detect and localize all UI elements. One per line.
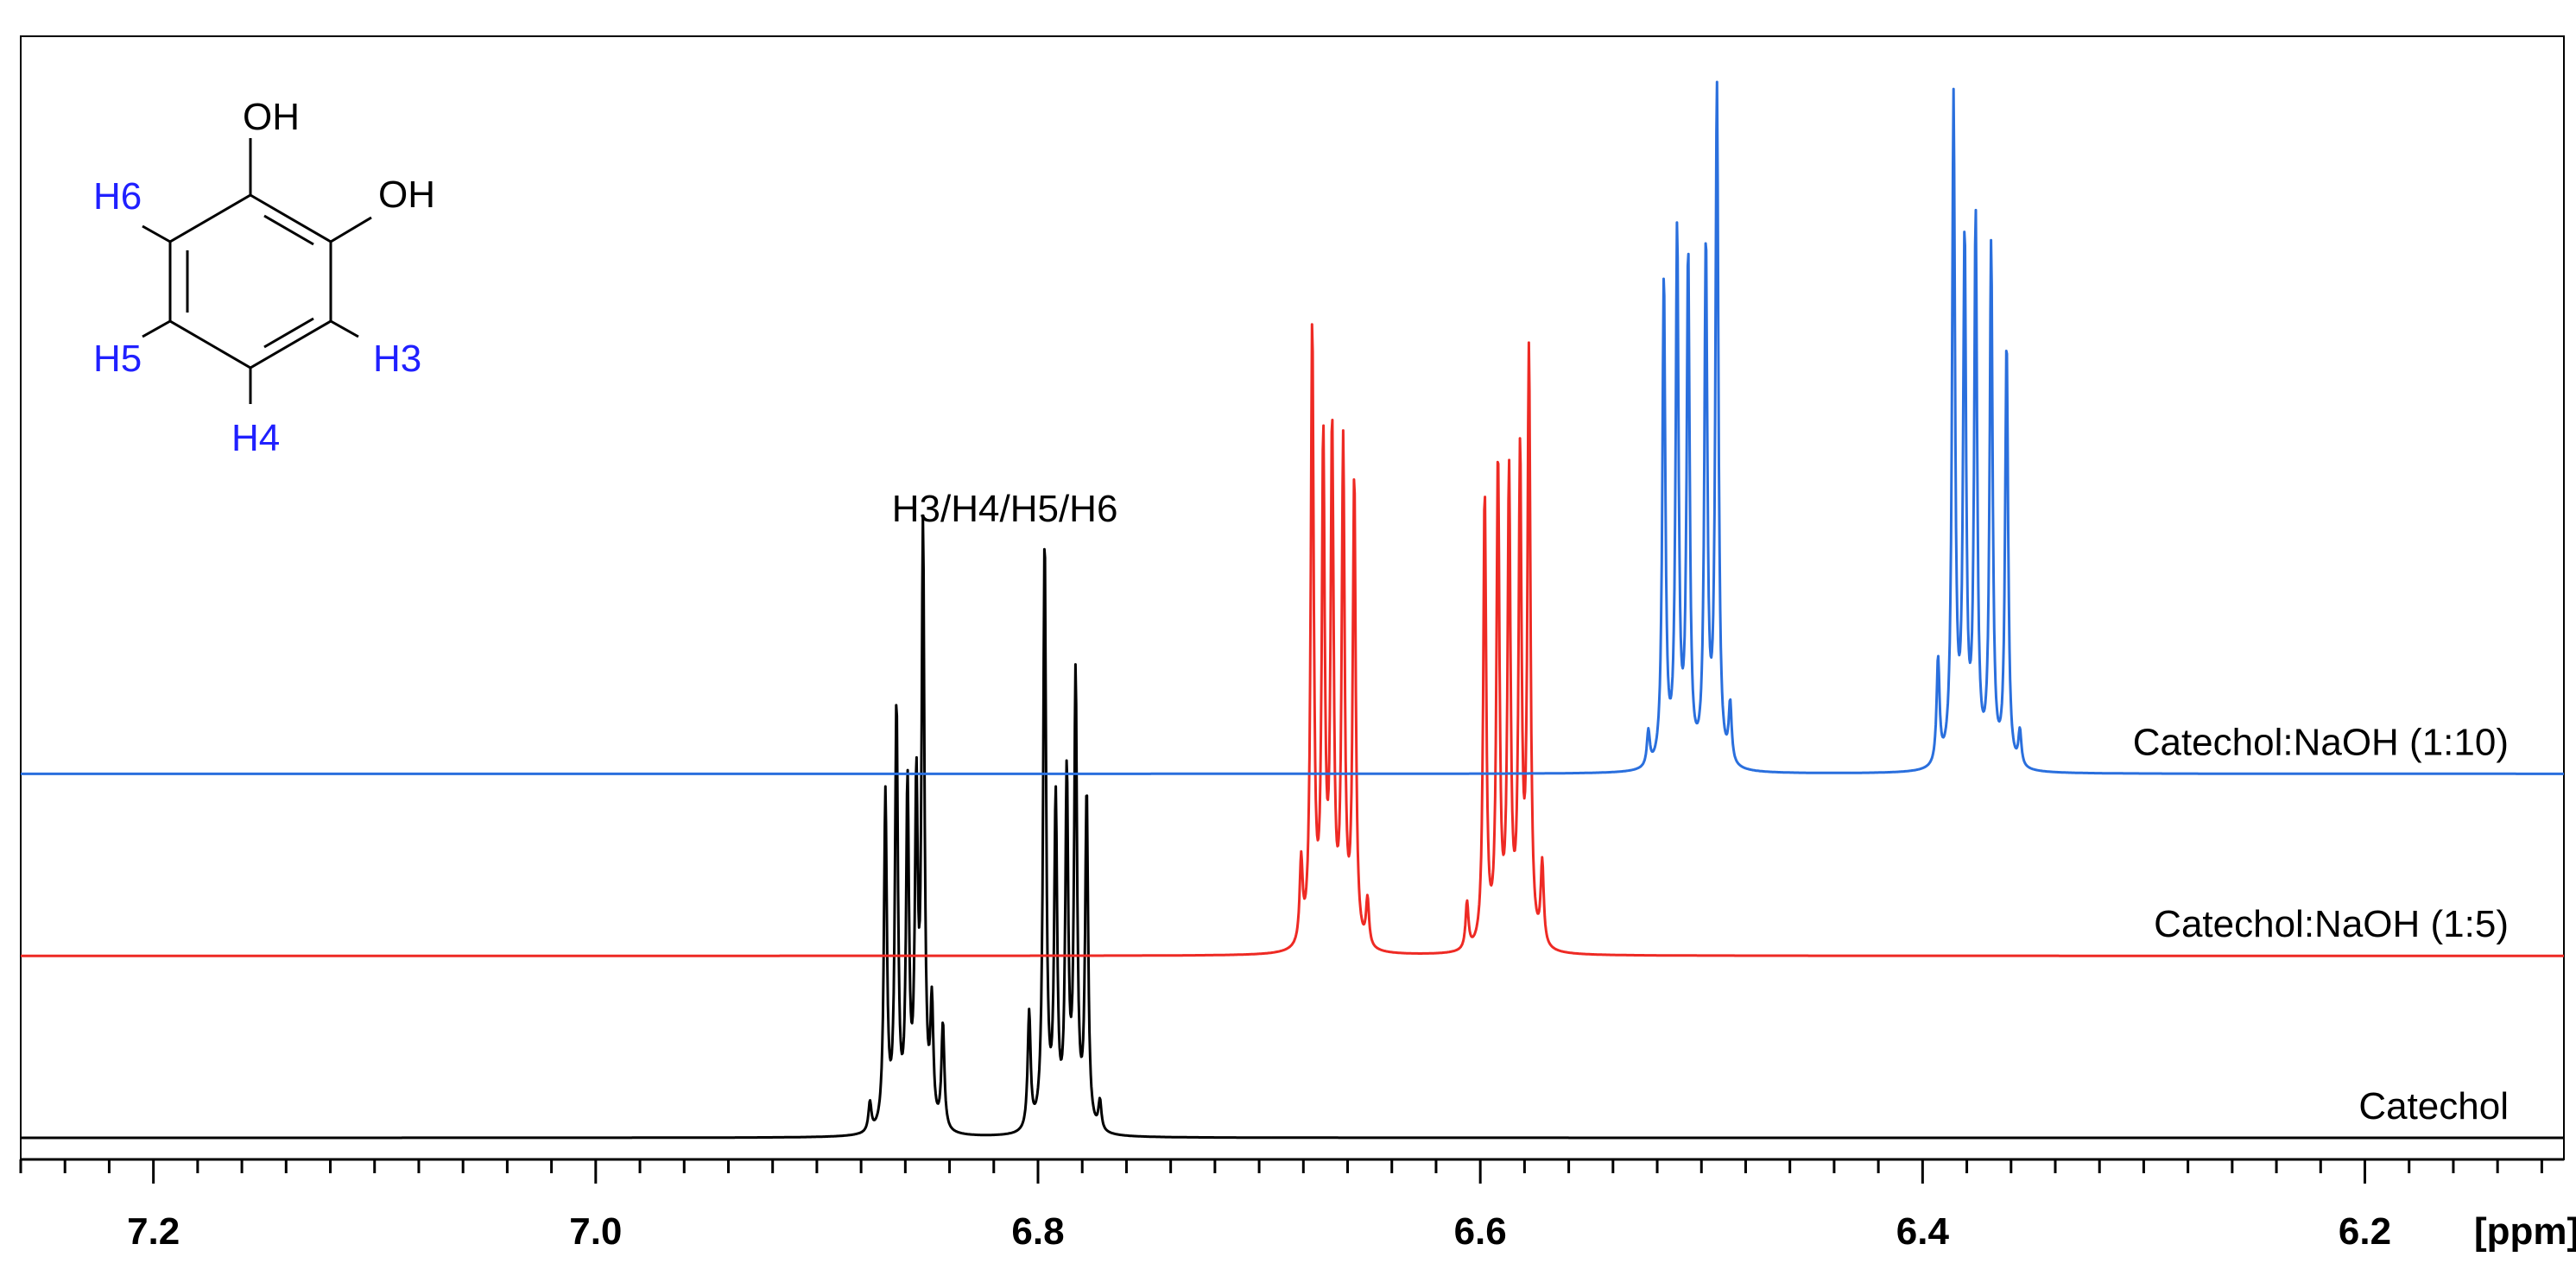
x-tick-label: 6.8 bbox=[1011, 1210, 1064, 1253]
h6-label: H6 bbox=[93, 175, 142, 218]
x-tick-label: 6.2 bbox=[2339, 1210, 2391, 1253]
x-axis-ticks: 7.2 7.0 6.8 6.6 6.4 6.2 bbox=[19, 1159, 2543, 1253]
series-labels: Catechol Catechol:NaOH (1:5) Catechol:NaOH… bbox=[2133, 721, 2509, 1127]
series-label: Catechol:NaOH (1:5) bbox=[2154, 903, 2509, 945]
peak-annotation: H3/H4/H5/H6 bbox=[892, 488, 1118, 530]
spectrum-line bbox=[20, 514, 2565, 1140]
series-label: Catechol:NaOH (1:10) bbox=[2133, 721, 2509, 763]
h5-label: H5 bbox=[93, 338, 142, 380]
spectra bbox=[20, 80, 2565, 1140]
x-tick-label: 7.0 bbox=[569, 1210, 622, 1253]
x-tick-label: 6.6 bbox=[1454, 1210, 1507, 1253]
x-axis-unit-label: [ppm] bbox=[2474, 1210, 2576, 1253]
hydroxyl-label-right: OH bbox=[378, 174, 435, 216]
catechol-structure: OH OH H6 H5 H3 H4 bbox=[93, 96, 435, 459]
spectrum-line bbox=[20, 80, 2565, 775]
benzene-ring bbox=[142, 138, 372, 404]
hydroxyl-label-top: OH bbox=[243, 96, 300, 138]
spectrum-line bbox=[20, 323, 2565, 957]
h4-label: H4 bbox=[231, 417, 280, 459]
series-label: Catechol bbox=[2358, 1085, 2509, 1127]
x-tick-label: 7.2 bbox=[127, 1210, 180, 1253]
h3-label: H3 bbox=[373, 338, 421, 380]
x-tick-label: 6.4 bbox=[1896, 1210, 1950, 1253]
